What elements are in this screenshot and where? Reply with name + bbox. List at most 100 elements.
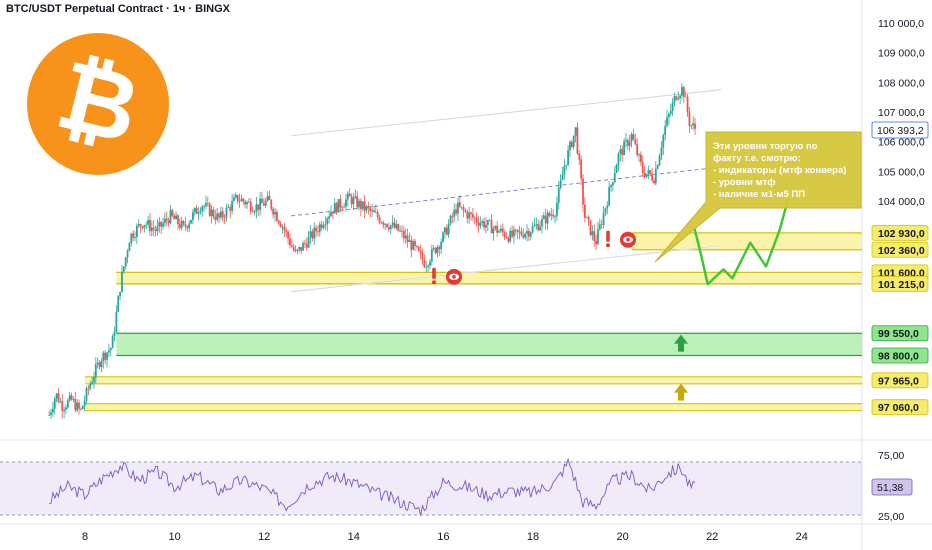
candle-body (137, 224, 140, 226)
candle-body (208, 203, 211, 217)
level-zone-0 (631, 232, 862, 250)
callout-line-1: факту т.е. смотрю: (713, 153, 801, 164)
candle-body (134, 237, 136, 238)
candle-body (399, 230, 401, 232)
candle-body (516, 229, 519, 233)
candle-body (397, 224, 400, 231)
candle-body (68, 395, 71, 401)
price-tick-label-2: 108 000,0 (878, 77, 925, 89)
candle-body (569, 141, 571, 151)
candle-body (339, 199, 342, 208)
candle-body (597, 229, 599, 245)
candle-body (412, 241, 415, 250)
candle-body (541, 218, 543, 227)
candle-body (533, 225, 536, 227)
candle-body (641, 162, 644, 174)
candle-body (201, 206, 204, 212)
candle-body (210, 209, 213, 217)
candle-body (486, 220, 489, 225)
candle-body (617, 153, 620, 166)
candle-body (66, 400, 69, 408)
level-label-4: 99 550,0 (878, 328, 919, 340)
candle-body (178, 224, 181, 228)
level-label-1: 102 360,0 (878, 245, 925, 257)
candle-body (481, 221, 484, 223)
candle-body (371, 210, 373, 212)
candle-body (177, 215, 179, 225)
time-tick-label-5: 18 (527, 531, 539, 543)
candle-body (53, 398, 56, 409)
level-label-7: 97 060,0 (878, 402, 919, 414)
candle-body (483, 221, 485, 228)
candle-body (296, 249, 299, 252)
candle-body (238, 201, 241, 202)
price-tick-label-3: 107 000,0 (878, 107, 925, 119)
callout-shape (654, 131, 862, 263)
candle-body (55, 393, 58, 399)
candle-body (182, 221, 185, 224)
candle-body (150, 227, 153, 232)
candle-body (275, 211, 278, 221)
candle-body (186, 226, 189, 229)
candle-body (473, 217, 476, 219)
candle-body (425, 266, 428, 268)
candle-body (100, 361, 103, 368)
candle-body (193, 207, 196, 213)
candle-body (501, 228, 504, 233)
callout-line-3: - уровни мтф (713, 177, 776, 188)
candle-body (268, 195, 271, 201)
level-label-box-4 (871, 325, 929, 342)
candle-body (83, 400, 86, 406)
candle-body (317, 231, 319, 233)
candle-body (608, 187, 611, 206)
candle-body (567, 150, 569, 165)
candle-body (305, 243, 308, 248)
candle-body (165, 218, 168, 221)
candle-body (124, 257, 127, 267)
level-label-0: 102 930,0 (878, 228, 925, 240)
arrow-up-icon (674, 334, 688, 352)
candle-body (498, 231, 500, 233)
candle-body (251, 211, 254, 212)
candle-body (554, 216, 556, 218)
candle-body (369, 208, 372, 212)
candle-body (285, 230, 288, 232)
candle-body (274, 211, 276, 215)
candle-body (135, 225, 138, 238)
candle-body (509, 230, 512, 242)
candle-body (294, 250, 297, 252)
candle-body (582, 178, 584, 205)
candle-body (162, 223, 164, 227)
candle-body (477, 222, 480, 226)
candle-body (167, 220, 170, 224)
candle-body (514, 229, 517, 231)
candle-body (507, 237, 510, 242)
candle-body (464, 210, 467, 212)
time-tick-label-1: 10 (168, 531, 180, 543)
candle-body (479, 222, 482, 226)
candle-body (615, 165, 618, 174)
candle-body (216, 213, 219, 220)
candle-body (636, 144, 639, 156)
price-tick-label-5: 105 000,0 (878, 166, 925, 178)
time-tick-label-7: 22 (706, 531, 718, 543)
price-tick-label-6: 104 000,0 (878, 196, 925, 208)
rsi-tick-label-0: 75,00 (878, 450, 904, 462)
candle-body (302, 243, 304, 251)
candle-body (639, 154, 642, 163)
candle-body (593, 231, 596, 241)
eye-pupil (452, 275, 456, 279)
candle-body (384, 223, 387, 225)
candle-body (671, 102, 674, 111)
candle-body (552, 214, 555, 217)
candle-body (373, 210, 375, 213)
candle-body (331, 211, 334, 214)
candle-body (470, 212, 472, 215)
candle-body (675, 96, 678, 100)
candle-body (257, 204, 260, 210)
candle-body (283, 226, 286, 231)
candle-body (87, 388, 90, 390)
candle-body (427, 265, 429, 267)
